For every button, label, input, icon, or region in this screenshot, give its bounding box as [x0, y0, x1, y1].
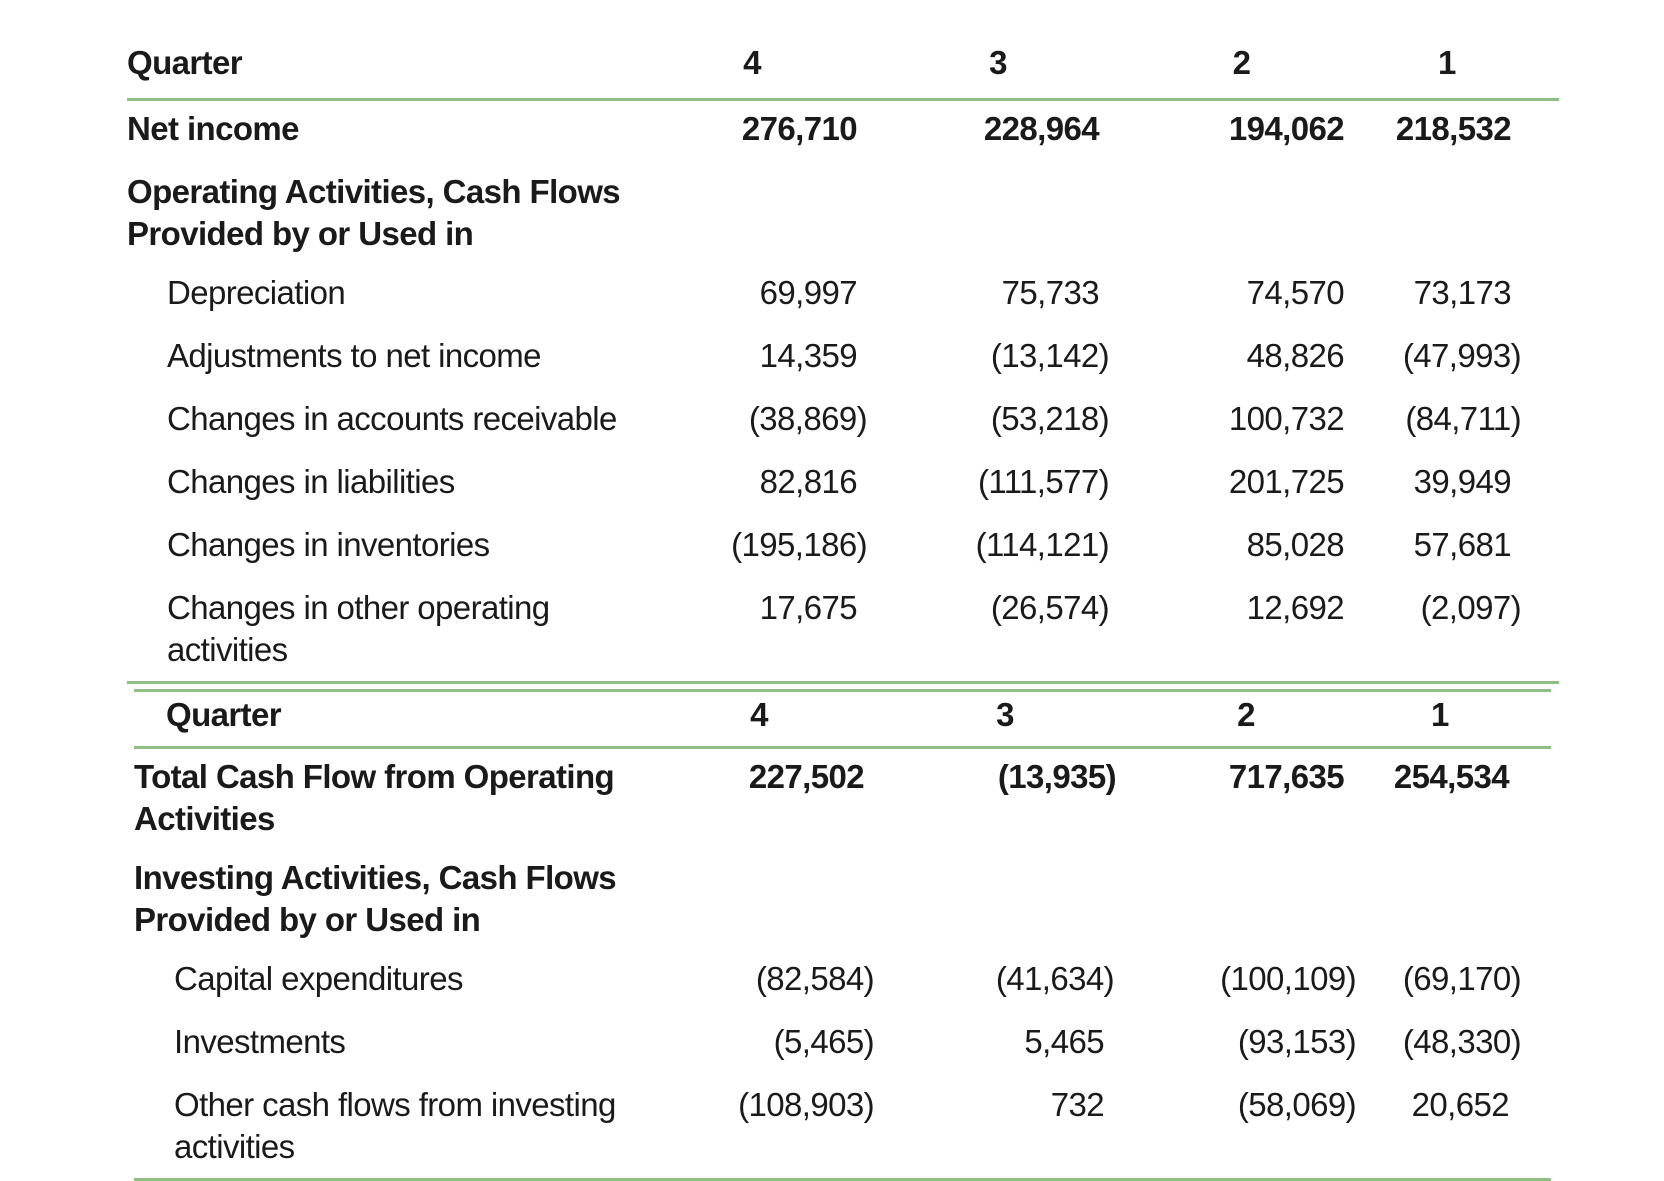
cell-q3: (13,935)	[997, 758, 1117, 795]
row-label: Total Cash Flow from Operating Activitie…	[134, 758, 615, 837]
cell-q2: 201,725	[1228, 463, 1345, 500]
cell-q2	[1126, 850, 1366, 951]
quarter-4-header: 4	[627, 42, 877, 101]
cell-q2	[1119, 164, 1364, 265]
cell-q2: 100,732	[1228, 400, 1345, 437]
row-label: Changes in accounts receivable	[167, 400, 617, 437]
cell-q1	[1364, 164, 1559, 265]
investing-cash-flow-table: Quarter 4 3 2 1 Total Cash Flow from Ope…	[134, 689, 1551, 1181]
cell-q4: (38,869)	[748, 400, 868, 437]
cell-q1: (2,097)	[1364, 580, 1559, 684]
quarter-1-header: 1	[1364, 42, 1559, 101]
cell-q1: 218,532	[1395, 110, 1512, 147]
cell-q3: 228,964	[983, 110, 1100, 147]
cell-q2: (100,109)	[1220, 960, 1356, 997]
operating-cash-flow-table: Quarter 4 3 2 1 Net income 276,710 228,9…	[127, 42, 1559, 684]
cell-q3: 5,465	[1024, 1023, 1104, 1060]
cell-q3	[884, 850, 1126, 951]
cell-q1: (48,330)	[1402, 1023, 1522, 1060]
cell-q3: (114,121)	[975, 526, 1110, 563]
table-row: Net income 276,710 228,964 194,062 218,5…	[127, 100, 1559, 165]
row-label: Depreciation	[167, 274, 346, 311]
cell-q4: 17,675	[627, 580, 877, 684]
cell-q4	[634, 850, 884, 951]
quarter-3-header: 3	[877, 42, 1119, 101]
cell-q4: 69,997	[759, 274, 858, 311]
table-row: Changes in other operating activities 17…	[127, 580, 1559, 684]
cell-q4	[627, 164, 877, 265]
cell-q2: (58,069)	[1126, 1077, 1366, 1181]
row-label: Changes in other operating activities	[127, 580, 627, 684]
cell-q2: 85,028	[1246, 526, 1345, 563]
cell-q4: (108,903)	[634, 1077, 884, 1181]
quarter-header: Quarter	[127, 42, 627, 101]
cell-q2: 12,692	[1119, 580, 1364, 684]
cell-q1: 254,534	[1393, 758, 1510, 795]
cell-q4: 82,816	[759, 463, 858, 500]
cell-q1: 73,173	[1413, 274, 1512, 311]
cell-q3: (26,574)	[877, 580, 1119, 684]
table-header-row: Quarter 4 3 2 1	[134, 689, 1551, 749]
quarter-header: Quarter	[134, 689, 634, 749]
cell-q4: 276,710	[741, 110, 858, 147]
cell-q1: 39,949	[1413, 463, 1512, 500]
cell-q3: (13,142)	[990, 337, 1110, 374]
row-label: Operating Activities, Cash Flows Provide…	[127, 173, 621, 252]
cell-q3: 75,733	[1001, 274, 1100, 311]
table-row: Depreciation 69,997 75,733 74,570 73,173	[127, 265, 1559, 328]
row-label: Capital expenditures	[174, 960, 463, 997]
cell-q3: (111,577)	[978, 463, 1110, 500]
cell-q3: (53,218)	[990, 400, 1110, 437]
table-row: Adjustments to net income 14,359 (13,142…	[127, 328, 1559, 391]
table-row: Capital expenditures (82,584) (41,634) (…	[134, 951, 1551, 1014]
cell-q1: 57,681	[1413, 526, 1512, 563]
cell-q2: (93,153)	[1237, 1023, 1357, 1060]
row-label: Changes in liabilities	[167, 463, 455, 500]
cell-q1: (84,711)	[1405, 400, 1521, 437]
cell-q2: 194,062	[1228, 110, 1345, 147]
quarter-2-header: 2	[1126, 689, 1366, 749]
cell-q2: 717,635	[1228, 758, 1345, 795]
table-row: Changes in accounts receivable (38,869) …	[127, 391, 1559, 454]
row-label: Changes in inventories	[167, 526, 490, 563]
quarter-4-header: 4	[634, 689, 884, 749]
table-row: Other cash flows from investing activiti…	[134, 1077, 1551, 1181]
section-heading-row: Operating Activities, Cash Flows Provide…	[127, 164, 1559, 265]
table-row: Investments (5,465) 5,465 (93,153) (48,3…	[134, 1014, 1551, 1077]
cell-q4: 227,502	[748, 758, 865, 795]
cell-q1: 20,652	[1366, 1077, 1551, 1181]
table-header-row: Quarter 4 3 2 1	[127, 42, 1559, 101]
cell-q4: (5,465)	[773, 1023, 875, 1060]
cell-q2: 48,826	[1246, 337, 1345, 374]
cell-q3: (41,634)	[995, 960, 1115, 997]
quarter-1-header: 1	[1366, 689, 1551, 749]
cell-q2: 74,570	[1246, 274, 1345, 311]
row-label: Adjustments to net income	[167, 337, 541, 374]
row-label: Investments	[174, 1023, 346, 1060]
quarter-2-header: 2	[1119, 42, 1364, 101]
cell-q4: (195,186)	[731, 526, 867, 563]
row-label: Investing Activities, Cash Flows Provide…	[134, 859, 617, 938]
quarter-3-header: 3	[884, 689, 1126, 749]
table-row: Total Cash Flow from Operating Activitie…	[134, 748, 1551, 851]
section-heading-row: Investing Activities, Cash Flows Provide…	[134, 850, 1551, 951]
cell-q1: (47,993)	[1402, 337, 1522, 374]
cell-q1	[1366, 850, 1551, 951]
row-label: Other cash flows from investing activiti…	[134, 1077, 634, 1181]
cell-q4: (82,584)	[755, 960, 875, 997]
row-label: Net income	[127, 110, 299, 147]
table-row: Changes in liabilities 82,816 (111,577) …	[127, 454, 1559, 517]
table-row: Changes in inventories (195,186) (114,12…	[127, 517, 1559, 580]
cell-q3: 732	[884, 1077, 1126, 1181]
cell-q1: (69,170)	[1402, 960, 1522, 997]
cell-q3	[877, 164, 1119, 265]
cell-q4: 14,359	[759, 337, 858, 374]
